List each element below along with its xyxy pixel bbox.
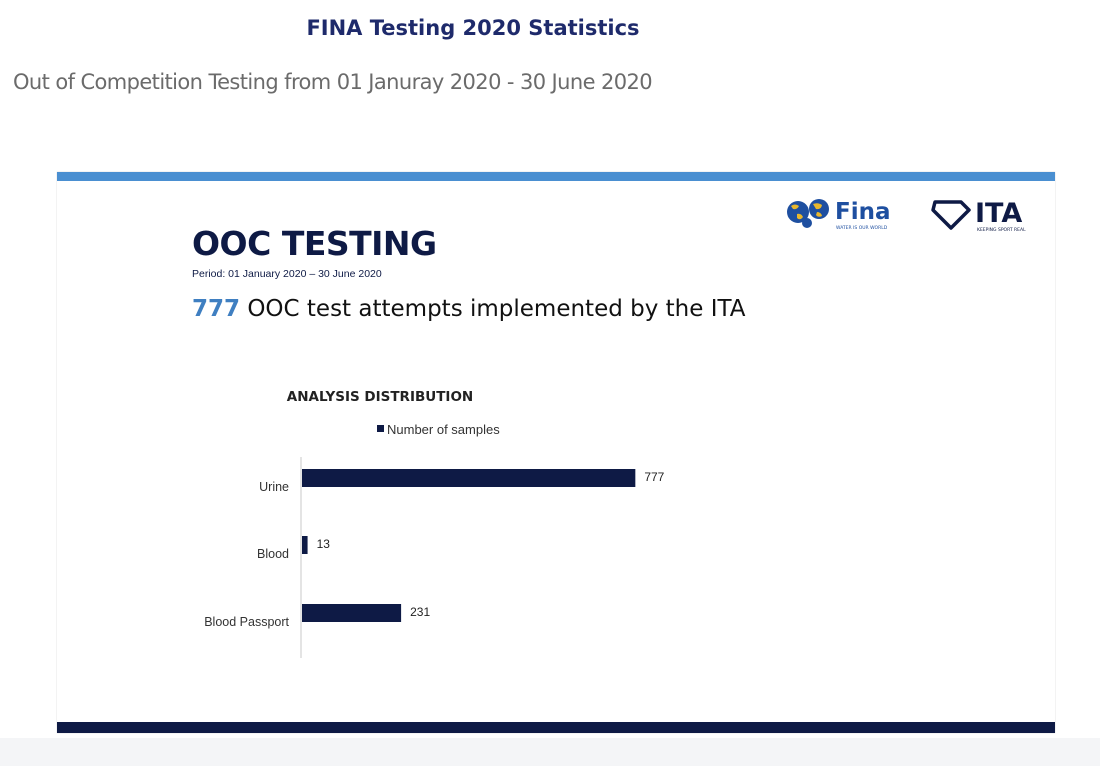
headline-text: OOC test attempts implemented by the ITA: [240, 296, 746, 322]
data-label-blood: 13: [317, 537, 331, 551]
bottom-strip: [0, 738, 1100, 766]
page-subtitle: Out of Competition Testing from 01 Janur…: [13, 70, 653, 94]
globe-icon: [787, 199, 829, 228]
category-label-urine: Urine: [259, 480, 289, 494]
data-label-urine: 777: [644, 470, 664, 484]
chart-title: ANALYSIS DISTRIBUTION: [287, 389, 473, 405]
page-title: FINA Testing 2020 Statistics: [306, 16, 640, 40]
bar-blood: [302, 536, 308, 554]
fina-wordmark: Fina: [835, 199, 891, 225]
slide-image: OOC TESTING Period: 01 January 2020 – 30…: [57, 172, 1055, 733]
ita-logo: ITA KEEPING SPORT REAL: [931, 198, 1026, 233]
bar-urine: [302, 469, 636, 487]
ita-tagline: KEEPING SPORT REAL: [977, 227, 1026, 233]
slide-heading: OOC TESTING: [192, 224, 437, 263]
slide-headline: 777 OOC test attempts implemented by the…: [192, 296, 746, 322]
slide-top-bar: [57, 172, 1055, 181]
legend-swatch: [377, 425, 384, 432]
bar-group: 777 Urine 13 Blood 231 Blood Passport: [204, 469, 665, 629]
category-label-blood: Blood: [257, 547, 289, 561]
fina-tagline: WATER IS OUR WORLD: [836, 225, 888, 231]
legend-label: Number of samples: [387, 422, 500, 437]
bar-blood-passport: [302, 604, 402, 622]
fina-logo: Fina WATER IS OUR WORLD: [787, 199, 891, 231]
category-label-blood-passport: Blood Passport: [204, 615, 289, 629]
data-label-blood-passport: 231: [410, 605, 430, 619]
ita-diamond-icon: [931, 200, 971, 230]
headline-count: 777: [192, 296, 241, 322]
ita-wordmark: ITA: [975, 198, 1022, 229]
slide-period: Period: 01 January 2020 – 30 June 2020: [192, 268, 382, 280]
analysis-distribution-chart: ANALYSIS DISTRIBUTION Number of samples …: [204, 389, 665, 658]
slide-bottom-bar: [57, 722, 1055, 733]
